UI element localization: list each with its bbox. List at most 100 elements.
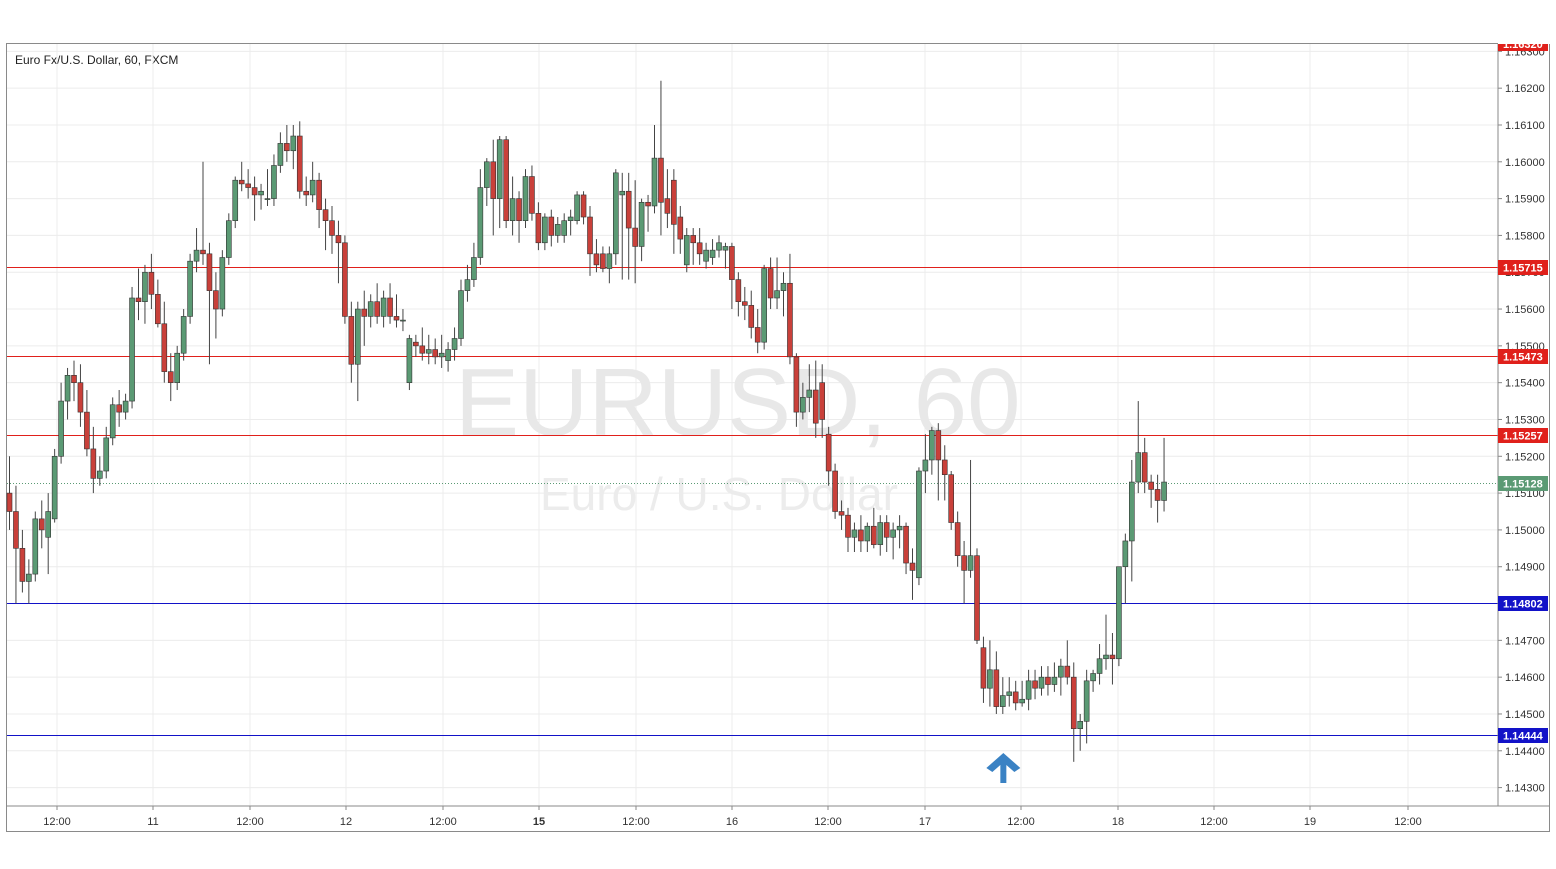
- candle-body-up: [180, 316, 187, 354]
- candle-body-up: [477, 187, 484, 258]
- candle-body-down: [116, 404, 122, 413]
- candle-body-up: [26, 573, 32, 582]
- candle-body-down: [625, 190, 632, 229]
- candle-body-up: [929, 430, 935, 461]
- y-tick-label: 1.15100: [1505, 488, 1545, 500]
- candle-body-down: [1064, 665, 1071, 678]
- candle-body-down: [155, 294, 161, 325]
- candle-body-down: [548, 216, 555, 236]
- price-levels: [7, 267, 1498, 736]
- candle-body-down: [600, 253, 606, 269]
- candle-body-up: [1025, 680, 1032, 700]
- candle-body-down: [535, 213, 542, 244]
- candle-body-up: [1129, 481, 1135, 542]
- candle-body-up: [129, 297, 135, 402]
- candle-body-up: [226, 220, 232, 258]
- x-tick-label: 12:00: [1200, 816, 1228, 828]
- candle-body-up: [193, 249, 200, 262]
- candle-body-up: [922, 459, 929, 472]
- candle-body-up: [1006, 691, 1013, 696]
- candle-body-up: [761, 268, 767, 343]
- candle-body-down: [387, 297, 393, 317]
- candle-body-up: [1161, 481, 1167, 501]
- candle-body-down: [787, 282, 793, 358]
- x-tick-label: 12:00: [622, 816, 650, 828]
- y-tick-label: 1.16000: [1505, 157, 1545, 169]
- candle-body-down: [200, 249, 206, 255]
- candle-body-down: [909, 562, 916, 571]
- candle-body-down: [793, 356, 800, 413]
- axis-mask: [1498, 0, 1556, 44]
- candle-body-up: [1122, 540, 1129, 568]
- candle-body-down: [161, 323, 168, 372]
- candle-body-up: [1058, 665, 1064, 678]
- candle-body-up: [438, 352, 445, 358]
- y-tick-label: 1.14400: [1505, 746, 1545, 758]
- support-level-tag: [1498, 728, 1548, 743]
- candle-body-down: [767, 268, 774, 299]
- candle-body-down: [342, 242, 348, 317]
- candle-body-up: [522, 176, 529, 221]
- candle-body-down: [941, 459, 948, 475]
- candle-body-up: [1083, 680, 1090, 722]
- candle-body-down: [1148, 481, 1154, 490]
- candle-body-up: [916, 470, 922, 579]
- y-tick-label: 1.16100: [1505, 120, 1545, 132]
- candle-body-up: [703, 249, 709, 262]
- candle-body-down: [645, 201, 651, 207]
- candle-body-down: [13, 511, 19, 549]
- candle-body-down: [935, 430, 942, 461]
- x-tick-label: 12:00: [43, 816, 71, 828]
- candle-body-down: [251, 187, 258, 196]
- candle-body-down: [393, 316, 400, 321]
- x-tick-label: 18: [1112, 816, 1124, 828]
- candle-body-up: [277, 143, 284, 166]
- top-price-tag: [1498, 44, 1548, 51]
- time-axis[interactable]: 12:00 11 12:00 12 12:00 15 12:00 16 12:00 17 12:00…: [7, 805, 1550, 828]
- candle-body-down: [432, 349, 439, 358]
- x-tick-label: 12:00: [814, 816, 842, 828]
- candle-body-down: [245, 183, 251, 188]
- candle-body-up: [32, 518, 39, 575]
- candle-body-up: [496, 139, 503, 199]
- candle-body-up: [354, 308, 361, 365]
- candle-body-down: [580, 194, 587, 218]
- candle-body-down: [825, 433, 832, 472]
- candle-body-down: [303, 190, 310, 196]
- candle-body-up: [542, 216, 548, 244]
- candle-body-down: [741, 301, 748, 306]
- x-tick-label: 12:00: [429, 816, 457, 828]
- candle-body-up: [380, 297, 387, 317]
- candle-body-up: [458, 290, 464, 339]
- x-tick-label: 16: [726, 816, 738, 828]
- candle-body-down: [84, 411, 90, 450]
- watermark-symbol: EURUSD, 60: [455, 349, 1021, 456]
- candle-body-up: [851, 529, 858, 538]
- candle-body-up: [264, 198, 271, 200]
- y-tick-label: 1.15400: [1505, 378, 1545, 390]
- candle-body-down: [748, 305, 755, 328]
- candle-body-up: [896, 525, 903, 531]
- watermark: EURUSD, 60 Euro / U.S. Dollar: [455, 349, 1021, 520]
- candle-body-up: [574, 194, 580, 221]
- y-tick-label: 1.16200: [1505, 83, 1545, 95]
- candle-body-up: [219, 257, 226, 310]
- candle-body-up: [638, 201, 645, 247]
- up-arrow-shape: [986, 753, 1021, 783]
- candle-body-up: [1096, 658, 1103, 674]
- candle-body-up: [1090, 673, 1096, 682]
- candle-body-down: [296, 135, 303, 192]
- candle-body-up: [451, 338, 458, 350]
- candle-body-down: [838, 511, 845, 516]
- y-tick-label: 1.14300: [1505, 783, 1545, 795]
- candle-body-up: [483, 161, 490, 188]
- candle-body-down: [812, 389, 819, 424]
- y-tick-label: 1.15600: [1505, 304, 1545, 316]
- candle-body-up: [619, 190, 626, 196]
- candle-body-down: [870, 525, 877, 545]
- candle-body-up: [561, 220, 568, 236]
- y-tick-label: 1.14900: [1505, 562, 1545, 574]
- price-axis[interactable]: 1.14300 1.14400 1.14500 1.14600 1.14700 1.148…: [1497, 0, 1556, 806]
- candle-body-down: [858, 529, 864, 542]
